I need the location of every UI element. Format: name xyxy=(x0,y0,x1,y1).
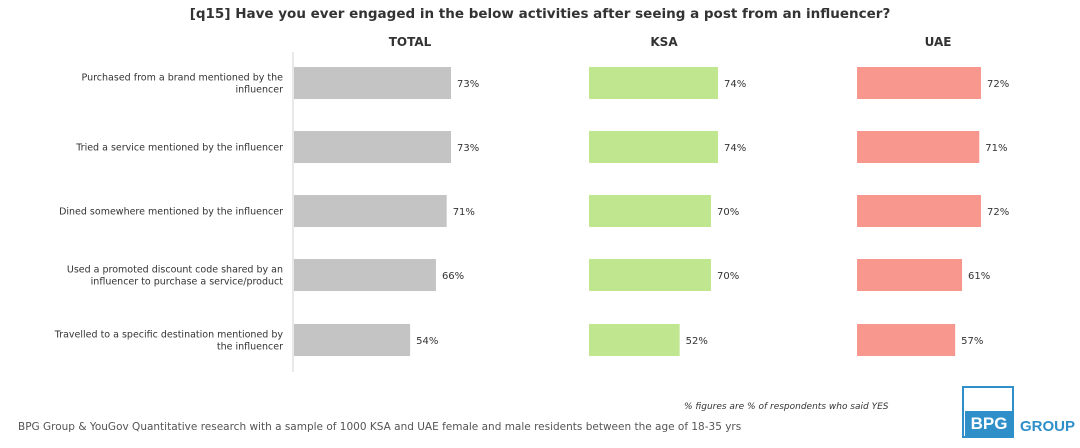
bar xyxy=(294,195,447,227)
data-label: 70% xyxy=(717,207,739,218)
bar xyxy=(589,324,680,356)
data-label: 73% xyxy=(457,79,479,90)
data-label: 52% xyxy=(686,336,708,347)
bar xyxy=(589,259,712,291)
data-label: 72% xyxy=(987,207,1009,218)
data-label: 54% xyxy=(416,336,438,347)
data-label: 70% xyxy=(717,271,739,282)
logo-frame xyxy=(962,386,1014,438)
category-label-line: influencer xyxy=(235,85,283,96)
series-header: UAE xyxy=(925,35,952,49)
series-header: TOTAL xyxy=(389,35,432,49)
bar xyxy=(857,195,981,227)
bar xyxy=(294,131,451,163)
bar-chart: Purchased from a brand mentioned by the i… xyxy=(54,35,1009,372)
data-label: 74% xyxy=(724,143,746,154)
bar xyxy=(589,131,718,163)
bar xyxy=(294,259,436,291)
category-label-line: Travelled to a specific destination ment… xyxy=(54,330,284,341)
category-label: Travelled to a specific destination ment… xyxy=(54,330,284,353)
bar xyxy=(857,324,956,356)
category-label-line: Purchased from a brand mentioned by the xyxy=(82,73,284,84)
bar xyxy=(589,67,718,99)
category-label-line: Tried a service mentioned by the influen… xyxy=(75,143,283,154)
data-label: 57% xyxy=(961,336,983,347)
data-label: 74% xyxy=(724,79,746,90)
data-label: 73% xyxy=(457,143,479,154)
bar xyxy=(857,259,963,291)
data-label: 72% xyxy=(987,79,1009,90)
bar xyxy=(294,324,411,356)
logo-word: GROUP xyxy=(1020,418,1076,435)
category-label-line: influencer to purchase a service/product xyxy=(91,277,284,288)
footnote: % figures are % of respondents who said … xyxy=(684,402,889,412)
category-label-line: the influencer xyxy=(217,342,283,353)
data-label: 71% xyxy=(985,143,1007,154)
category-label: Tried a service mentioned by the influen… xyxy=(75,143,283,154)
data-label: 61% xyxy=(968,271,990,282)
bpg-group-logo: BPG GROUP xyxy=(962,386,1076,442)
bar xyxy=(857,131,980,163)
category-label: Used a promoted discount code shared by … xyxy=(67,265,283,288)
data-label: 71% xyxy=(453,207,475,218)
chart-title: [q15] Have you ever engaged in the below… xyxy=(189,6,891,22)
bar xyxy=(857,67,981,99)
logo-mark: BPG xyxy=(965,411,1013,437)
category-label-line: Used a promoted discount code shared by … xyxy=(67,265,283,276)
source-note: BPG Group & YouGov Quantitative research… xyxy=(18,421,742,433)
data-label: 66% xyxy=(442,271,464,282)
bar xyxy=(294,67,451,99)
bar xyxy=(589,195,712,227)
series-header: KSA xyxy=(650,35,678,49)
category-label: Purchased from a brand mentioned by the i… xyxy=(82,73,284,96)
category-label-line: Dined somewhere mentioned by the influen… xyxy=(59,207,283,218)
category-label: Dined somewhere mentioned by the influen… xyxy=(59,207,283,218)
